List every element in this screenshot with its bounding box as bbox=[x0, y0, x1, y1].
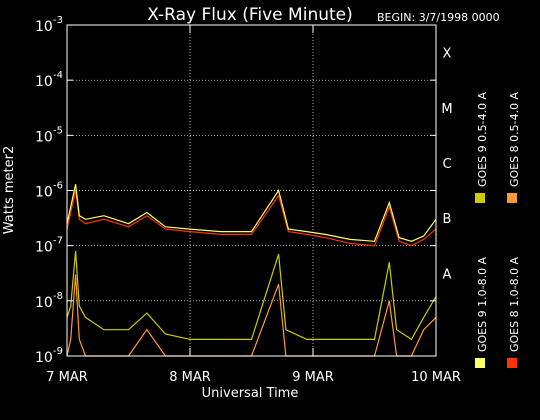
x-tick-label: 7 MAR bbox=[46, 370, 88, 385]
x-tick-label: 10 MAR bbox=[411, 370, 461, 385]
begin-label: BEGIN: 3/7/1998 0000 bbox=[377, 11, 500, 24]
y-tick-label: 10 bbox=[35, 129, 53, 145]
flare-class-labels: X M C B A bbox=[441, 47, 452, 283]
y-tick-label: 10 bbox=[35, 240, 53, 256]
y-tick-label-exponent: -7 bbox=[53, 236, 63, 247]
chart-title: X-Ray Flux (Five Minute) bbox=[147, 5, 353, 25]
y-tick-label: 10 bbox=[35, 74, 53, 90]
series-line bbox=[66, 250, 437, 341]
legend-label: GOES 9 0.5-4.0 A bbox=[476, 91, 489, 187]
legend-swatch bbox=[507, 193, 517, 203]
grid bbox=[67, 25, 436, 356]
y-tick-label-exponent: -5 bbox=[53, 125, 63, 136]
y-axis-ticks: 10-310-410-510-610-710-810-9 bbox=[35, 15, 436, 366]
x-tick-label: 9 MAR bbox=[292, 370, 334, 385]
series-line bbox=[66, 274, 437, 357]
legend-swatch bbox=[475, 193, 485, 203]
y-tick-label: 10 bbox=[35, 350, 53, 366]
legend-label: GOES 8 0.5-4.0 A bbox=[508, 91, 521, 187]
legend-swatch bbox=[507, 358, 517, 368]
flare-class-label: X bbox=[443, 47, 452, 62]
y-tick-label-exponent: -9 bbox=[53, 346, 63, 357]
y-axis-label: Watts meter2 bbox=[2, 146, 17, 234]
series-lines bbox=[66, 184, 437, 357]
legend-label: GOES 8 1.0-8.0 A bbox=[508, 256, 521, 352]
flare-class-label: C bbox=[442, 157, 451, 172]
series-line bbox=[66, 184, 437, 242]
y-tick-label: 10 bbox=[35, 295, 53, 311]
x-axis-ticks: 7 MAR 8 MAR 9 MAR 10 MAR bbox=[46, 25, 461, 385]
y-tick-label-exponent: -4 bbox=[53, 70, 63, 81]
y-tick-label-exponent: -6 bbox=[53, 181, 63, 192]
x-axis-label: Universal Time bbox=[202, 386, 299, 401]
flare-class-label: A bbox=[443, 267, 452, 282]
y-tick-label-exponent: -3 bbox=[53, 15, 63, 26]
series-line bbox=[66, 190, 437, 247]
flare-class-label: M bbox=[441, 102, 452, 117]
legend-swatch bbox=[475, 358, 485, 368]
flare-class-label: B bbox=[443, 212, 452, 227]
x-tick-label: 8 MAR bbox=[169, 370, 211, 385]
y-tick-label: 10 bbox=[35, 19, 53, 35]
y-tick-label: 10 bbox=[35, 185, 53, 201]
legend: GOES 9 1.0-8.0 A GOES 9 0.5-4.0 A GOES 8 1… bbox=[475, 91, 521, 368]
y-tick-label-exponent: -8 bbox=[53, 291, 63, 302]
legend-label: GOES 9 1.0-8.0 A bbox=[476, 256, 489, 352]
